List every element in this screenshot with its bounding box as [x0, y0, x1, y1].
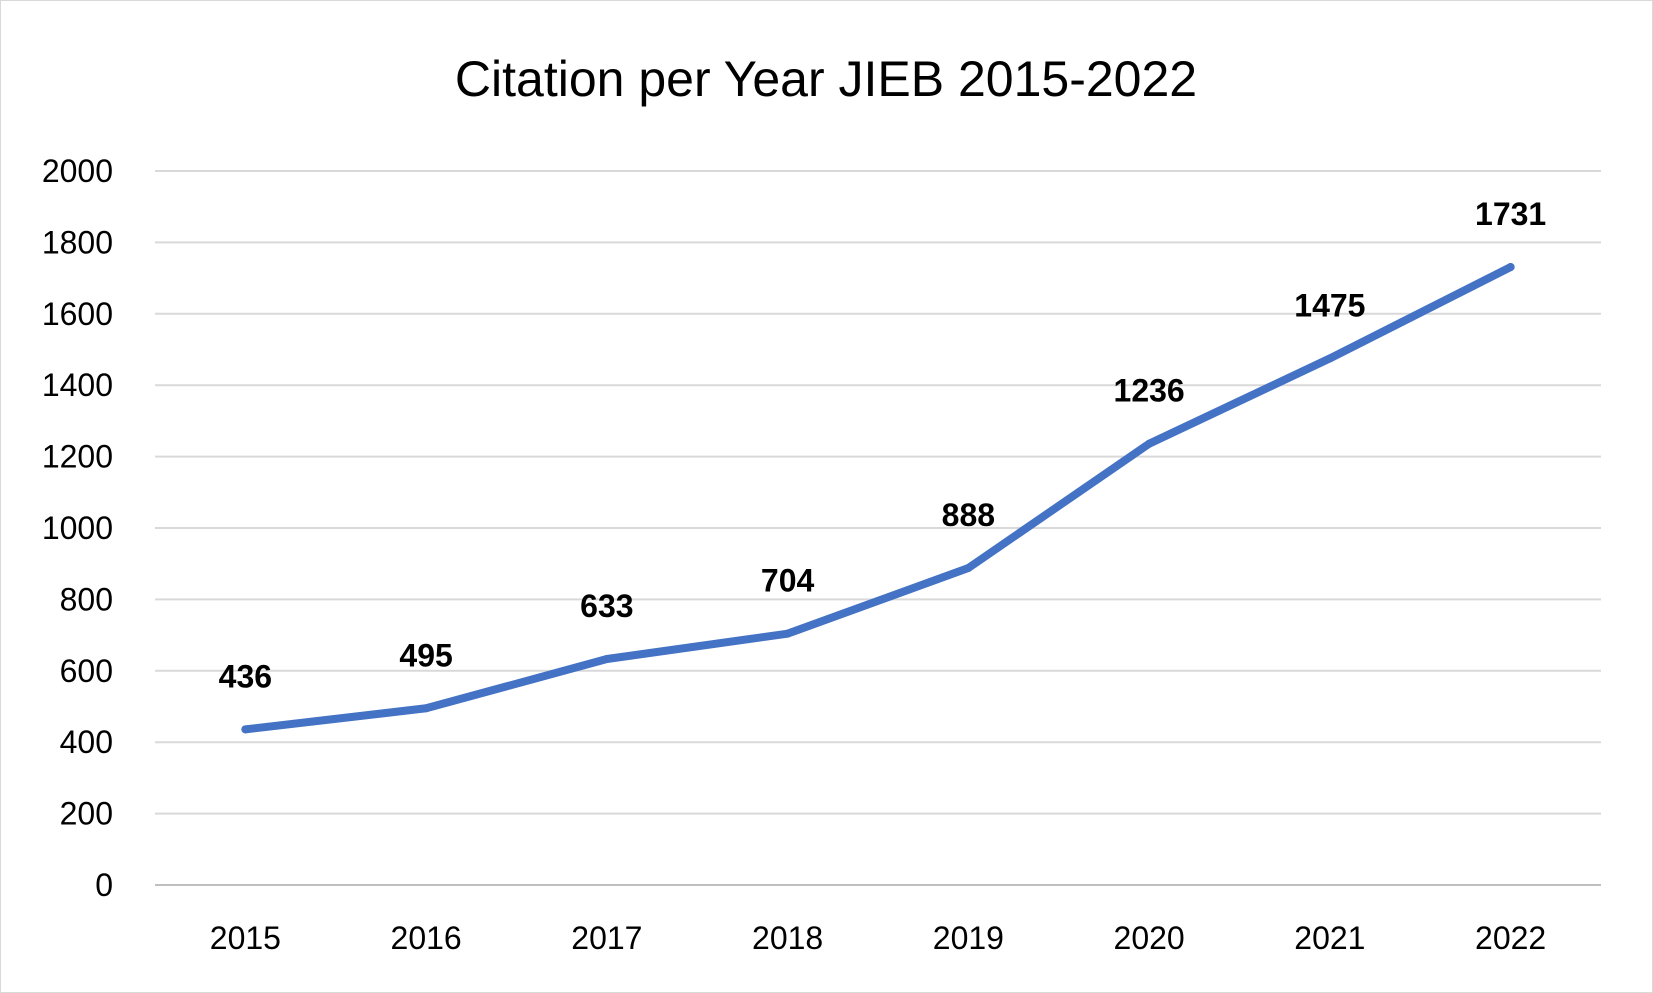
y-tick-label: 1600: [42, 296, 113, 332]
y-tick-label: 1800: [42, 224, 113, 260]
x-axis: 2015 2016 2017 2018 2019 2020 2021 2022: [210, 920, 1546, 956]
data-point: [1325, 354, 1334, 363]
y-tick-label: 1400: [42, 367, 113, 403]
chart-title: Citation per Year JIEB 2015-2022: [455, 51, 1197, 107]
x-tick-label: 2015: [210, 920, 281, 956]
data-point: [783, 629, 792, 638]
series-layer: [241, 263, 1515, 734]
y-tick-label: 2000: [42, 153, 113, 189]
x-tick-label: 2018: [752, 920, 823, 956]
x-tick-label: 2019: [933, 920, 1004, 956]
y-tick-label: 1200: [42, 439, 113, 475]
x-tick-label: 2016: [391, 920, 462, 956]
data-label: 633: [580, 588, 633, 624]
y-tick-label: 200: [60, 796, 113, 832]
data-labels: 436 495 633 704 888 1236 1475 1731: [219, 196, 1547, 694]
data-label: 1236: [1114, 373, 1185, 409]
data-label: 704: [761, 563, 815, 599]
gridlines: [155, 170, 1601, 886]
x-tick-label: 2021: [1294, 920, 1365, 956]
y-axis: 0 200 400 600 800 1000 1200 1400 1600 1800 2000: [42, 153, 113, 903]
data-point: [1506, 263, 1515, 272]
x-tick-label: 2022: [1475, 920, 1546, 956]
x-tick-label: 2020: [1114, 920, 1185, 956]
data-point: [422, 704, 431, 713]
data-label: 495: [399, 637, 452, 673]
data-point: [1145, 439, 1154, 448]
y-tick-label: 0: [95, 867, 113, 903]
y-tick-label: 1000: [42, 510, 113, 546]
data-point: [964, 563, 973, 572]
data-point: [241, 725, 250, 734]
data-label: 1475: [1294, 287, 1365, 323]
y-tick-label: 400: [60, 724, 113, 760]
y-tick-label: 600: [60, 653, 113, 689]
y-tick-label: 800: [60, 581, 113, 617]
data-label: 436: [219, 658, 272, 694]
data-label: 1731: [1475, 196, 1546, 232]
data-label: 888: [942, 497, 995, 533]
data-point: [602, 655, 611, 664]
x-tick-label: 2017: [571, 920, 642, 956]
series-line: [241, 263, 1515, 734]
